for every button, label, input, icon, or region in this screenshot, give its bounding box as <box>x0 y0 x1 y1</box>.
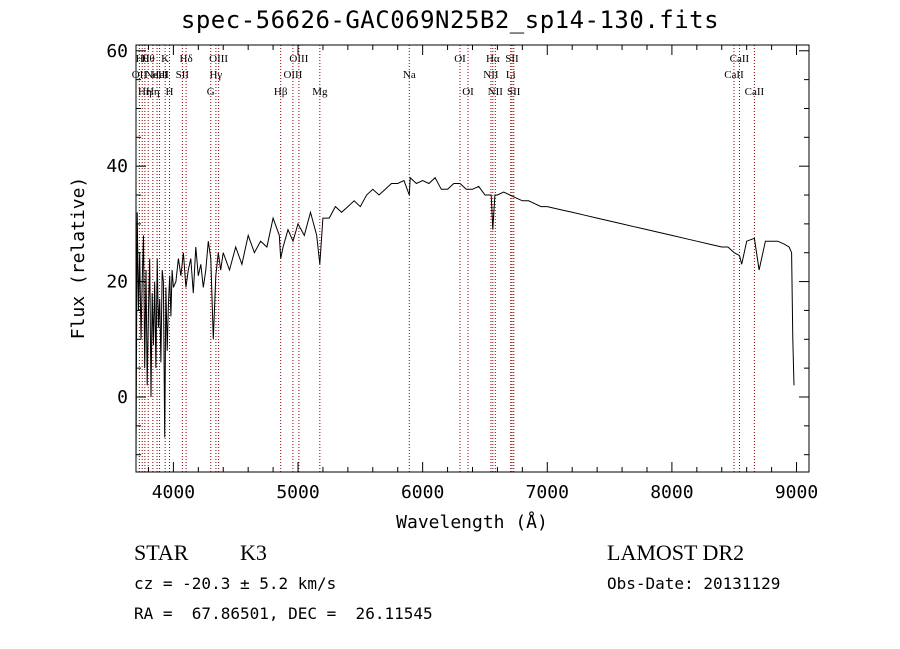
spectral-line-label: Hη <box>146 86 160 98</box>
survey-name: LAMOST DR2 <box>607 540 745 565</box>
object-subclass: K3 <box>240 540 267 565</box>
y-tick-label: 40 <box>106 156 128 177</box>
spectral-line-label: Li <box>506 69 516 81</box>
spectral-line-label: CaII <box>730 53 750 65</box>
x-tick-label: 6000 <box>401 482 444 503</box>
x-tick-label: 8000 <box>650 482 693 503</box>
spectral-line-label: Hβ <box>274 86 288 98</box>
spectral-line-label: HeI <box>151 69 168 81</box>
spectral-line-label: NII <box>483 69 499 81</box>
spectral-line-label: Mg <box>312 86 328 98</box>
spectral-line-label: OIII <box>209 53 228 65</box>
axis-ticks: 4000 5000 6000 7000 8000 9000 0 20 40 60 <box>106 41 818 503</box>
plot-frame <box>135 44 810 473</box>
spectral-line-label: Hα <box>486 53 500 65</box>
spectral-line-label: OIII <box>289 53 308 65</box>
x-tick-label: 9000 <box>775 482 818 503</box>
spectral-line-label: Hθ <box>142 53 155 65</box>
redshift-value: cz = -20.3 ± 5.2 km/s <box>134 574 337 593</box>
spectral-line-label: Hδ <box>180 53 193 65</box>
spectral-line-label: Hγ <box>209 69 222 81</box>
spectral-line-label: Na <box>403 69 416 81</box>
spectral-line-label: SII <box>505 53 519 65</box>
spectral-line-label: NII <box>488 86 504 98</box>
y-tick-label: 0 <box>117 387 128 408</box>
y-tick-label: 60 <box>106 41 128 62</box>
y-axis-label: Flux (relative) <box>68 177 89 340</box>
spectral-line-label: NeIII <box>145 69 169 81</box>
object-class: STAR <box>134 540 189 565</box>
spectral-line-label: Hη <box>138 86 152 98</box>
spectral-line-markers <box>138 45 755 472</box>
x-tick-label: 7000 <box>526 482 569 503</box>
spectral-line-label: OII <box>132 69 148 81</box>
spectral-line-label: OIII <box>283 69 302 81</box>
chart-title: spec-56626-GAC069N25B2_sp14-130.fits <box>180 6 720 34</box>
spectrum-series-line <box>135 176 795 461</box>
spectral-line-label: SII <box>507 86 521 98</box>
spectral-line-label: OI <box>454 53 466 65</box>
spectral-line-labels: OIIHθHηHθHηNeIIIHeIKHSIIHδGHγOIIIHβOIIIO… <box>132 53 765 98</box>
spectral-line-label: Hθ <box>136 53 149 65</box>
spectral-line-label: SII <box>176 69 190 81</box>
spectral-line-label: CaII <box>724 69 744 81</box>
x-axis-label: Wavelength (Å) <box>396 511 548 533</box>
spectral-line-label: K <box>161 53 169 65</box>
observation-date: Obs-Date: 20131129 <box>607 574 781 593</box>
coordinates: RA = 67.86501, DEC = 26.11545 <box>134 604 433 623</box>
spectral-line-label: CaII <box>745 86 765 98</box>
x-tick-label: 5000 <box>276 482 319 503</box>
y-tick-label: 20 <box>106 272 128 293</box>
spectral-line-label: OI <box>462 86 474 98</box>
spectral-line-label: G <box>207 86 215 98</box>
spectral-line-label: H <box>166 86 174 98</box>
x-tick-label: 4000 <box>152 482 195 503</box>
